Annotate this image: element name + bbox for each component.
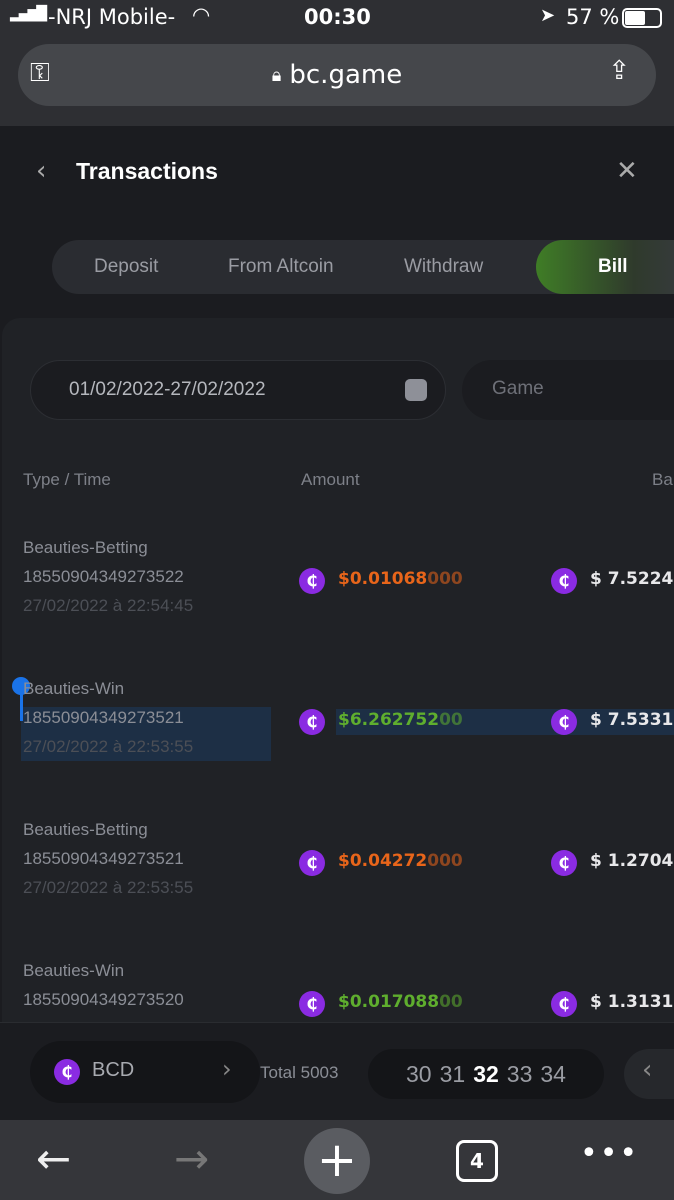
row-amount: $6.26275200 [338, 710, 463, 730]
browser-toolbar: ← → + 4 ••• [0, 1120, 674, 1200]
selection-caret [20, 691, 23, 721]
column-type-time: Type / Time [23, 470, 111, 489]
back-arrow-icon[interactable]: ← [36, 1134, 72, 1183]
row-amount: $0.01708800 [338, 992, 463, 1012]
row-type: Beauties-Win [23, 961, 125, 980]
table-row[interactable]: Beauties-Betting 18550904349273521 27/02… [2, 820, 674, 920]
page-32[interactable]: 32 [473, 1060, 499, 1087]
currency-selector[interactable]: ₵ BCD › [30, 1041, 260, 1103]
row-balance: $ 1.2704 [590, 851, 674, 871]
url-text: bc.game [289, 60, 403, 90]
pagination: 30 31 32 33 34 [368, 1049, 604, 1099]
coin-icon: ₵ [299, 991, 325, 1017]
battery-percent: 57 % [566, 5, 620, 29]
row-time: 27/02/2022 à 22:53:55 [23, 737, 194, 756]
clock: 00:30 [304, 5, 371, 29]
tab-withdraw[interactable]: Withdraw [404, 256, 484, 277]
table-row[interactable]: Beauties-Betting 18550904349273522 27/02… [2, 538, 674, 638]
coin-icon: ₵ [299, 568, 325, 594]
wifi-icon: ◠ [192, 3, 211, 27]
page-31[interactable]: 31 [439, 1060, 466, 1087]
page-33[interactable]: 33 [506, 1060, 533, 1087]
total-count: Total 5003 [260, 1063, 339, 1082]
signal-icon: ▂▄▆█ [10, 6, 47, 22]
row-type: Beauties-Betting [23, 820, 148, 839]
table-row[interactable]: Beauties-Win 18550904349273520 ₵ $0.0170… [2, 961, 674, 1022]
column-balance: Ba [652, 470, 673, 489]
row-balance: $ 1.3131 [590, 992, 674, 1012]
row-time: 27/02/2022 à 22:54:45 [23, 596, 194, 615]
row-type: Beauties-Win [23, 679, 125, 698]
row-id: 18550904349273521 [23, 708, 184, 727]
row-time: 27/02/2022 à 22:53:55 [23, 878, 194, 897]
battery-icon [622, 8, 662, 28]
carrier: -NRJ Mobile- [48, 5, 176, 29]
lock-icon: 🔒︎ [271, 64, 282, 86]
tabs-button[interactable]: 4 [456, 1140, 498, 1182]
selection-handle[interactable] [12, 677, 30, 695]
row-balance: $ 7.5331 [590, 710, 674, 730]
text-selection [336, 709, 674, 735]
prev-page-button[interactable]: ‹ [624, 1049, 674, 1099]
row-id: 18550904349273522 [23, 567, 184, 586]
tab-bill[interactable]: Bill [536, 240, 674, 294]
row-balance: $ 7.5224 [590, 569, 674, 589]
row-id: 18550904349273520 [23, 990, 184, 1009]
game-filter-input[interactable]: Game [462, 360, 674, 420]
tab-bar: Deposit From Altcoin Withdraw Bill [52, 240, 674, 294]
table-row[interactable]: Beauties-Win 18550904349273521 27/02/202… [2, 677, 674, 779]
tab-from-altcoin[interactable]: From Altcoin [228, 256, 334, 277]
coin-icon: ₵ [551, 709, 577, 735]
status-bar: ▂▄▆█ -NRJ Mobile- ◠ 00:30 ➤ 57 % [0, 0, 674, 36]
new-tab-icon[interactable]: + [304, 1128, 370, 1194]
chevron-right-icon: › [222, 1055, 232, 1083]
address-bar[interactable]: ⚿ 🔒︎ bc.game ⇪ [18, 44, 656, 106]
back-button[interactable]: ‹ [36, 156, 47, 186]
row-type: Beauties-Betting [23, 538, 148, 557]
page-title: Transactions [76, 158, 218, 184]
key-icon[interactable]: ⚿ [30, 58, 50, 88]
row-amount: $0.04272000 [338, 851, 463, 871]
tab-deposit[interactable]: Deposit [94, 256, 159, 277]
transactions-panel: 01/02/2022-27/02/2022 Game Type / Time A… [2, 318, 674, 1022]
coin-icon: ₵ [299, 850, 325, 876]
page-34[interactable]: 34 [540, 1060, 566, 1087]
browser-bar: ⚿ 🔒︎ bc.game ⇪ [0, 36, 674, 126]
coin-icon: ₵ [299, 709, 325, 735]
text-selection [21, 707, 271, 761]
coin-icon: ₵ [551, 850, 577, 876]
calendar-icon[interactable] [405, 379, 427, 401]
coin-icon: ₵ [551, 568, 577, 594]
column-amount: Amount [301, 470, 360, 489]
bcd-coin-icon: ₵ [54, 1059, 80, 1085]
page-30[interactable]: 30 [406, 1060, 432, 1087]
row-amount: $0.01068000 [338, 569, 463, 589]
footer-bar: ₵ BCD › Total 5003 30 31 32 33 34 ‹ [0, 1022, 674, 1120]
forward-arrow-icon[interactable]: → [174, 1134, 210, 1183]
row-id: 18550904349273521 [23, 849, 184, 868]
close-button[interactable]: ✕ [616, 156, 638, 186]
more-icon[interactable]: ••• [580, 1136, 640, 1171]
share-icon[interactable]: ⇪ [608, 56, 630, 86]
location-icon: ➤ [540, 5, 556, 26]
date-range-input[interactable]: 01/02/2022-27/02/2022 [30, 360, 446, 420]
coin-icon: ₵ [551, 991, 577, 1017]
